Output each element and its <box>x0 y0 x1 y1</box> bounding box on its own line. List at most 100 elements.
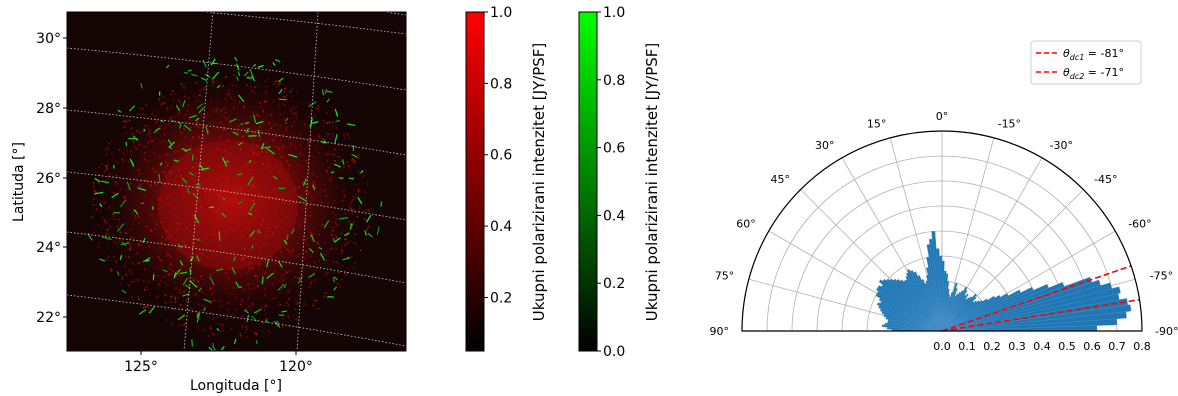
colorbar-tick-label: 0.2 <box>490 290 512 306</box>
noise-pixel <box>248 267 250 270</box>
noise-pixel <box>108 173 111 175</box>
noise-pixel <box>257 115 259 117</box>
noise-pixel <box>148 132 150 135</box>
noise-pixel <box>288 251 290 253</box>
noise-pixel <box>224 288 226 290</box>
polar-bar <box>881 324 943 332</box>
noise-pixel <box>187 180 190 182</box>
noise-pixel <box>285 127 287 130</box>
noise-pixel <box>182 240 184 242</box>
noise-pixel <box>256 197 258 199</box>
noise-pixel <box>117 162 119 164</box>
noise-pixel <box>362 175 365 178</box>
noise-pixel <box>313 115 316 117</box>
noise-pixel <box>273 297 275 300</box>
noise-pixel <box>309 231 312 234</box>
noise-pixel <box>275 131 278 134</box>
noise-pixel <box>222 108 225 111</box>
noise-pixel <box>331 230 334 232</box>
noise-pixel <box>179 304 182 306</box>
noise-pixel <box>184 194 187 196</box>
noise-pixel <box>267 78 269 80</box>
polar-outline <box>741 130 1143 332</box>
noise-pixel <box>192 166 194 168</box>
noise-pixel <box>262 321 264 324</box>
noise-pixel <box>296 255 299 258</box>
noise-pixel <box>311 234 313 237</box>
noise-pixel <box>121 275 124 278</box>
noise-pixel <box>215 212 217 215</box>
noise-pixel <box>241 225 243 227</box>
noise-pixel <box>334 214 336 216</box>
noise-pixel <box>257 209 259 211</box>
noise-pixel <box>263 233 265 235</box>
noise-pixel <box>228 174 231 177</box>
noise-pixel <box>258 164 261 166</box>
noise-pixel <box>269 272 272 275</box>
noise-pixel <box>251 267 253 269</box>
noise-pixel <box>208 122 210 125</box>
noise-pixel <box>113 240 115 243</box>
noise-pixel <box>264 313 267 315</box>
noise-pixel <box>129 228 132 231</box>
noise-pixel <box>271 284 274 287</box>
noise-pixel <box>211 249 214 252</box>
polarization-streak <box>276 320 280 325</box>
polarization-streak <box>203 298 212 303</box>
radius-tick-label: 0.3 <box>1008 340 1026 353</box>
noise-pixel <box>217 179 220 181</box>
noise-pixel <box>124 132 127 135</box>
noise-pixel <box>203 208 206 210</box>
noise-pixel <box>150 312 153 314</box>
noise-pixel <box>200 209 203 211</box>
noise-pixel <box>95 191 98 194</box>
noise-pixel <box>182 115 185 118</box>
noise-pixel <box>270 293 272 296</box>
noise-pixel <box>249 128 252 130</box>
noise-pixel <box>318 209 321 211</box>
noise-pixel <box>210 79 213 82</box>
noise-pixel <box>296 271 299 274</box>
noise-pixel <box>174 296 176 299</box>
noise-pixel <box>330 234 333 236</box>
noise-pixel <box>247 222 250 224</box>
noise-pixel <box>196 185 199 188</box>
noise-pixel <box>265 150 268 153</box>
noise-pixel <box>211 137 214 139</box>
polarization-streak <box>101 236 112 241</box>
noise-pixel <box>261 239 264 241</box>
noise-pixel <box>299 144 301 146</box>
theta-tick-label: -75° <box>1150 269 1173 282</box>
noise-pixel <box>276 199 279 201</box>
noise-pixel <box>176 259 178 262</box>
noise-pixel <box>145 225 148 228</box>
noise-pixel <box>106 259 108 261</box>
noise-pixel <box>235 135 237 137</box>
noise-pixel <box>143 288 146 291</box>
noise-pixel <box>311 275 313 277</box>
noise-pixel <box>178 99 180 101</box>
noise-pixel <box>141 218 143 221</box>
noise-pixel <box>318 224 320 226</box>
noise-pixel <box>357 188 360 190</box>
noise-pixel <box>228 182 231 184</box>
noise-pixel <box>317 105 319 107</box>
noise-pixel <box>219 228 221 231</box>
noise-pixel <box>295 114 297 117</box>
noise-pixel <box>327 271 329 274</box>
noise-pixel <box>282 103 285 106</box>
noise-pixel <box>343 134 345 136</box>
noise-pixel <box>124 232 127 234</box>
noise-pixel <box>264 101 266 103</box>
noise-pixel <box>301 159 303 162</box>
polarization-streak <box>286 234 289 240</box>
noise-pixel <box>194 96 197 98</box>
polar-bar <box>879 308 943 332</box>
noise-pixel <box>328 121 331 124</box>
noise-pixel <box>241 235 244 237</box>
polarization-streak <box>183 124 192 132</box>
noise-pixel <box>245 164 247 167</box>
polarization-streak <box>244 122 250 125</box>
noise-pixel <box>284 201 286 203</box>
noise-pixel <box>206 169 208 171</box>
